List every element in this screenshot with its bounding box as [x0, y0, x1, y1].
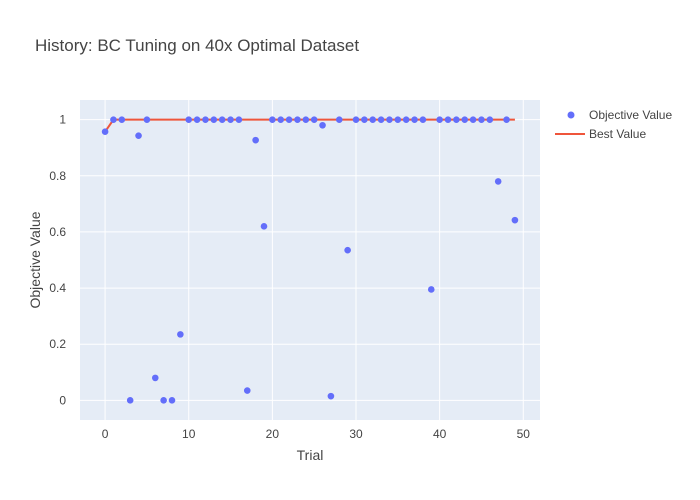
- objective-point[interactable]: [227, 116, 234, 123]
- plot-area: [80, 100, 540, 420]
- objective-point[interactable]: [110, 116, 117, 123]
- x-axis-title: Trial: [297, 447, 324, 463]
- objective-point[interactable]: [394, 116, 402, 123]
- y-tick-label: 0: [59, 393, 66, 407]
- objective-point[interactable]: [327, 392, 335, 400]
- objective-point[interactable]: [210, 116, 218, 123]
- objective-point[interactable]: [160, 397, 167, 404]
- objective-point[interactable]: [386, 116, 393, 123]
- objective-point[interactable]: [302, 116, 310, 123]
- objective-point[interactable]: [143, 116, 151, 123]
- objective-point[interactable]: [511, 216, 519, 224]
- legend-item-best-value[interactable]: Best Value: [555, 127, 646, 141]
- objective-point[interactable]: [369, 116, 377, 123]
- objective-point[interactable]: [352, 116, 360, 123]
- objective-point[interactable]: [402, 116, 410, 123]
- objective-point[interactable]: [453, 116, 460, 123]
- y-tick-label: 0.2: [49, 337, 66, 351]
- y-axis-ticks: 0 0.2 0.4 0.6 0.8 1: [49, 113, 66, 408]
- y-axis-title: Objective Value: [27, 211, 43, 308]
- objective-point[interactable]: [478, 116, 485, 123]
- x-tick-label: 10: [182, 427, 196, 441]
- objective-point[interactable]: [168, 397, 176, 404]
- legend-label-objective: Objective Value: [589, 108, 672, 122]
- objective-point[interactable]: [285, 116, 293, 123]
- objective-point[interactable]: [411, 116, 418, 123]
- objective-point[interactable]: [319, 121, 326, 129]
- legend-item-objective-value[interactable]: Objective Value: [567, 108, 673, 122]
- objective-point[interactable]: [344, 246, 351, 254]
- objective-point[interactable]: [310, 116, 318, 123]
- objective-point[interactable]: [444, 116, 452, 123]
- objective-point[interactable]: [243, 387, 251, 394]
- objective-point[interactable]: [269, 116, 276, 123]
- objective-point[interactable]: [294, 116, 301, 123]
- objective-point[interactable]: [260, 223, 268, 230]
- objective-point[interactable]: [494, 178, 502, 185]
- objective-value-series: [101, 116, 519, 404]
- objective-point[interactable]: [361, 116, 368, 123]
- objective-point[interactable]: [469, 116, 477, 123]
- y-tick-label: 1: [59, 113, 66, 127]
- y-tick-label: 0.8: [49, 169, 66, 183]
- objective-point[interactable]: [377, 116, 385, 123]
- x-tick-label: 0: [102, 427, 109, 441]
- chart-title: History: BC Tuning on 40x Optimal Datase…: [35, 36, 359, 55]
- x-tick-label: 50: [517, 427, 531, 441]
- objective-point[interactable]: [486, 116, 494, 123]
- objective-point[interactable]: [252, 136, 259, 144]
- objective-point[interactable]: [218, 116, 226, 123]
- objective-point[interactable]: [503, 116, 510, 123]
- objective-point[interactable]: [151, 374, 159, 382]
- objective-point[interactable]: [185, 116, 193, 123]
- objective-point[interactable]: [177, 331, 184, 338]
- legend-marker-icon: [567, 111, 575, 119]
- x-axis-ticks: 0 10 20 30 40 50: [102, 427, 531, 441]
- objective-point[interactable]: [101, 128, 109, 136]
- objective-point[interactable]: [461, 116, 469, 123]
- x-tick-label: 40: [433, 427, 447, 441]
- objective-point[interactable]: [277, 116, 285, 123]
- x-tick-label: 30: [349, 427, 363, 441]
- objective-point[interactable]: [193, 116, 201, 123]
- legend[interactable]: Objective Value Best Value: [555, 108, 672, 141]
- objective-point[interactable]: [427, 286, 435, 293]
- objective-point[interactable]: [118, 116, 126, 123]
- objective-point[interactable]: [202, 116, 209, 123]
- y-tick-label: 0.4: [49, 281, 66, 295]
- x-tick-label: 20: [266, 427, 280, 441]
- objective-point[interactable]: [126, 397, 134, 404]
- objective-point[interactable]: [135, 132, 142, 139]
- objective-point[interactable]: [335, 116, 343, 123]
- objective-point[interactable]: [235, 116, 243, 123]
- objective-point[interactable]: [419, 116, 427, 123]
- y-tick-label: 0.6: [49, 225, 66, 239]
- objective-point[interactable]: [436, 116, 443, 123]
- legend-label-best: Best Value: [589, 127, 646, 141]
